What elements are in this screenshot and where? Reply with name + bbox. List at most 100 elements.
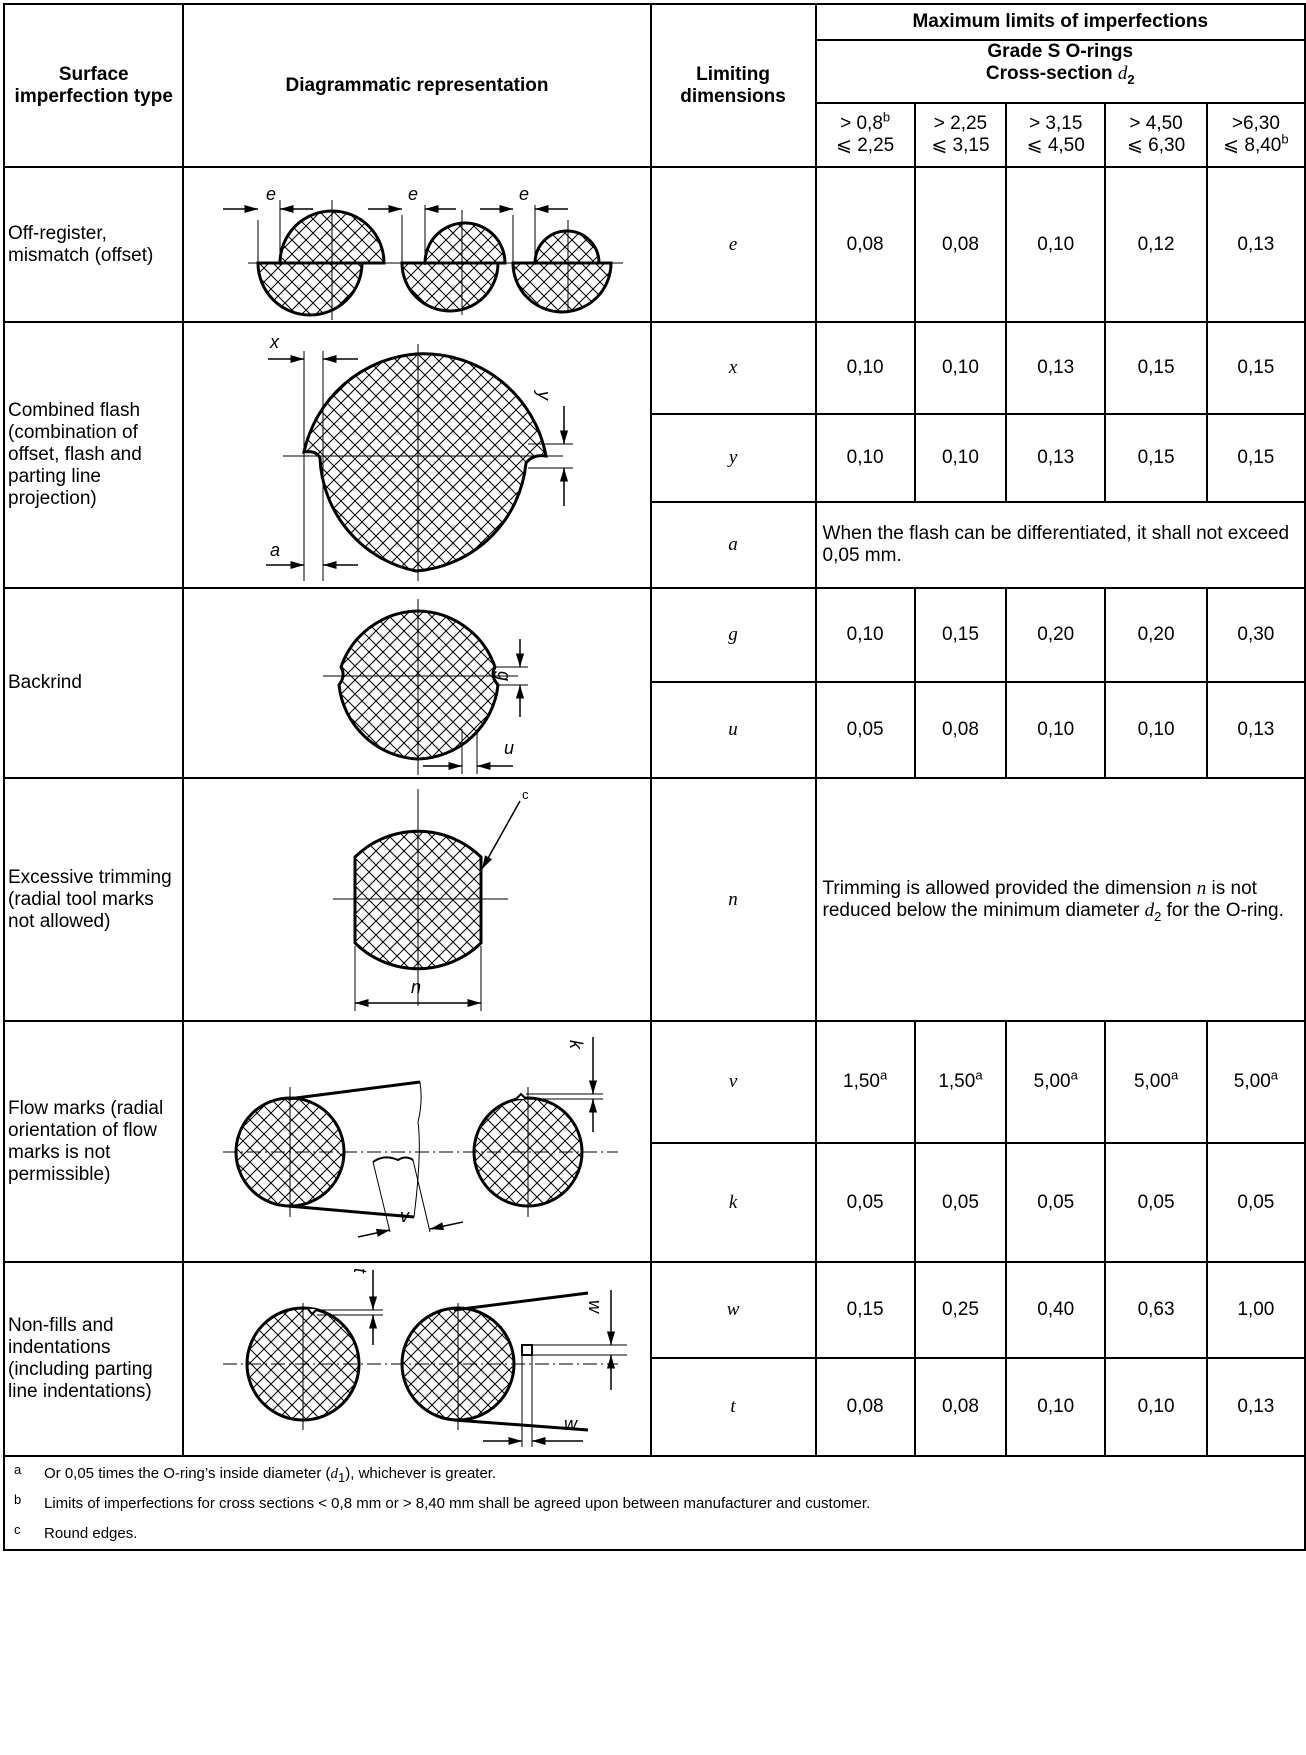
range-1: > 0,8b ⩽ 2,25 — [814, 102, 916, 168]
header-diagram: Diagrammatic representation — [182, 3, 652, 168]
table-row: Backrind g u g 0,10 0,15 0,20 0,20 0, — [2, 587, 1306, 779]
value-cell: 0,10 — [814, 413, 916, 503]
value-cell: 0,13 — [1205, 681, 1306, 779]
dim-t: t — [649, 1357, 817, 1457]
dim-v: v — [649, 1020, 817, 1144]
value-cell: 0,15 — [1104, 321, 1208, 415]
table-row: u 0,05 0,08 0,10 0,10 0,13 — [4, 681, 1306, 779]
value-cell: 0,13 — [1205, 166, 1306, 323]
value-cell: 0,10 — [1104, 1357, 1208, 1457]
dim-n: n — [649, 777, 817, 1022]
value-cell: 5,00a — [1005, 1020, 1107, 1144]
note-a: When the flash can be differentiated, it… — [814, 501, 1306, 589]
dim-y: y — [649, 413, 817, 503]
diagram-trimming: c n — [182, 777, 652, 1022]
value-cell: 0,08 — [814, 1357, 916, 1457]
value-cell: 5,00a — [1205, 1020, 1306, 1144]
value-cell: 0,13 — [1005, 321, 1107, 415]
svg-text:t: t — [350, 1268, 370, 1274]
dim-w: w — [649, 1261, 817, 1359]
type-trimming: Excessive trimming (radial tool marks no… — [2, 777, 185, 1022]
value-cell: 0,08 — [814, 166, 916, 323]
value-cell: 0,10 — [1005, 166, 1107, 323]
value-cell: 0,10 — [1005, 681, 1107, 779]
value-cell: 0,15 — [1205, 413, 1306, 503]
imperfections-table: Surface imperfection type Diagrammatic r… — [2, 3, 1306, 1551]
range-2: > 2,25 ⩽ 3,15 — [913, 102, 1008, 168]
svg-text:k: k — [566, 1040, 586, 1050]
offset-shape-3 — [479, 204, 623, 313]
dim-k: k — [649, 1142, 817, 1263]
diagram-backrind: g u — [182, 587, 652, 779]
offset-shape-2 — [367, 204, 518, 315]
table-row: t 0,08 0,08 0,10 0,10 0,13 — [4, 1357, 1306, 1457]
svg-text:e: e — [519, 184, 529, 204]
value-cell: 0,10 — [1104, 681, 1208, 779]
value-cell: 0,63 — [1104, 1261, 1208, 1359]
value-cell: 0,40 — [1005, 1261, 1107, 1359]
value-cell: 0,10 — [814, 321, 916, 415]
value-cell: 0,12 — [1104, 166, 1208, 323]
footnote-b: b Limits of imperfections for cross secti… — [14, 1492, 871, 1512]
value-cell: 0,05 — [1005, 1142, 1107, 1263]
value-cell: 0,05 — [814, 681, 916, 779]
header-dimension: Limiting dimensions — [649, 3, 817, 168]
svg-text:a: a — [270, 540, 280, 560]
table-row: Off-register, mismatch (offset) e — [2, 166, 1306, 323]
value-cell: 0,13 — [1005, 413, 1107, 503]
value-cell: 0,10 — [913, 321, 1008, 415]
header-grade: Grade S O-rings — [814, 39, 1306, 63]
type-nonfill: Non-fills and indentations (including pa… — [2, 1261, 185, 1457]
value-cell: 0,08 — [913, 1357, 1008, 1457]
value-cell: 0,20 — [1005, 587, 1107, 683]
value-cell: 0,13 — [1205, 1357, 1306, 1457]
svg-text:u: u — [504, 738, 514, 758]
dim-x: x — [649, 321, 817, 415]
value-cell: 1,50a — [814, 1020, 916, 1144]
svg-text:w: w — [585, 1300, 605, 1314]
value-cell: 0,05 — [814, 1142, 916, 1263]
table-row: Flow marks (radial orientation of flow m… — [2, 1020, 1306, 1263]
dim-u: u — [649, 681, 817, 779]
value-cell: 0,08 — [913, 681, 1008, 779]
note-trimming: Trimming is allowed provided the dimensi… — [814, 777, 1306, 1022]
svg-text:g: g — [494, 671, 514, 681]
type-offset: Off-register, mismatch (offset) — [2, 166, 185, 323]
value-cell: 0,10 — [1005, 1357, 1107, 1457]
header-cross-section: Cross-section d2 — [814, 63, 1306, 104]
value-cell: 0,15 — [1104, 413, 1208, 503]
type-flash: Combined flash (combination of offset, f… — [2, 321, 185, 589]
header-max-limits: Maximum limits of imperfections — [814, 3, 1306, 41]
dim-g: g — [649, 587, 817, 683]
range-5: >6,30 ⩽ 8,40b — [1205, 102, 1306, 168]
dim-a: a — [649, 501, 817, 589]
type-backrind: Backrind — [2, 587, 185, 779]
footnotes: a Or 0,05 times the O-ring’s inside diame… — [3, 1455, 1306, 1551]
diagram-flow: k v — [182, 1020, 652, 1263]
offset-shape-1 — [222, 199, 398, 320]
value-cell: 0,15 — [913, 587, 1008, 683]
value-cell: 0,10 — [913, 413, 1008, 503]
value-cell: 5,00a — [1104, 1020, 1208, 1144]
value-cell: 0,10 — [814, 587, 916, 683]
table-row: k 0,05 0,05 0,05 0,05 0,05 — [4, 1142, 1306, 1263]
svg-text:n: n — [411, 977, 421, 997]
value-cell: 0,25 — [913, 1261, 1008, 1359]
diagram-flash: x y a — [182, 321, 652, 589]
svg-text:e: e — [408, 184, 418, 204]
type-flow: Flow marks (radial orientation of flow m… — [2, 1020, 185, 1263]
svg-text:v: v — [400, 1206, 410, 1226]
svg-text:y: y — [534, 389, 554, 401]
range-3: > 3,15 ⩽ 4,50 — [1005, 102, 1107, 168]
table-row: a When the flash can be differentiated, … — [4, 501, 1306, 589]
table-row: Non-fills and indentations (including pa… — [2, 1261, 1306, 1457]
value-cell: 0,08 — [913, 166, 1008, 323]
table-row: Excessive trimming (radial tool marks no… — [2, 777, 1306, 1022]
range-4: > 4,50 ⩽ 6,30 — [1104, 102, 1208, 168]
footnote-a: a Or 0,05 times the O-ring’s inside diame… — [14, 1462, 497, 1485]
header-type: Surface imperfection type — [2, 3, 185, 168]
value-cell: 0,30 — [1205, 587, 1306, 683]
value-cell: 0,15 — [1205, 321, 1306, 415]
value-cell: 0,05 — [1205, 1142, 1306, 1263]
svg-text:w: w — [564, 1414, 578, 1434]
